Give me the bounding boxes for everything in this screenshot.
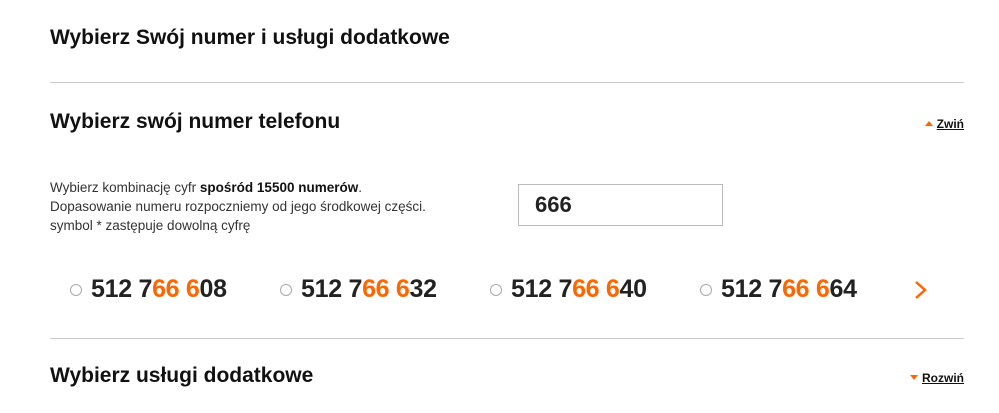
number-match: 66 6 [782, 275, 830, 303]
divider [50, 82, 964, 83]
phone-number: 512 766 664 [721, 275, 857, 304]
radio-button[interactable] [280, 283, 292, 296]
chevron-right-icon[interactable] [910, 279, 932, 301]
phone-search-description: Wybierz kombinację cyfr spośród 15500 nu… [50, 178, 426, 235]
phone-number-option[interactable]: 512 766 632 [280, 275, 437, 304]
radio-button[interactable] [700, 283, 712, 296]
desc-text: Wybierz kombinację cyfr [50, 180, 200, 195]
number-suffix: 08 [199, 275, 228, 303]
phone-number: 512 766 632 [301, 275, 437, 304]
phone-number: 512 766 608 [91, 275, 227, 304]
number-suffix: 64 [829, 275, 858, 303]
number-prefix: 512 7 [301, 275, 363, 303]
triangle-down-icon [910, 375, 918, 381]
radio-button[interactable] [490, 283, 502, 296]
divider [50, 338, 964, 339]
number-prefix: 512 7 [91, 275, 153, 303]
desc-line-2: Dopasowanie numeru rozpoczniemy od jego … [50, 199, 426, 214]
desc-line-3: symbol * zastępuje dowolną cyfrę [50, 218, 251, 233]
radio-button[interactable] [70, 283, 82, 296]
phone-number-option[interactable]: 512 766 608 [70, 275, 227, 304]
number-prefix: 512 7 [721, 275, 783, 303]
services-section-title: Wybierz usługi dodatkowe [50, 364, 314, 387]
collapse-label: Zwiń [936, 117, 964, 131]
number-match: 66 6 [362, 275, 410, 303]
number-suffix: 40 [619, 275, 648, 303]
expand-label: Rozwiń [922, 371, 964, 385]
collapse-button[interactable]: Zwiń [924, 117, 964, 131]
expand-button[interactable]: Rozwiń [910, 371, 964, 385]
phone-section-title: Wybierz swój numer telefonu [50, 110, 341, 133]
number-prefix: 512 7 [511, 275, 573, 303]
desc-text: . [358, 180, 362, 195]
phone-number: 512 766 640 [511, 275, 647, 304]
triangle-up-icon [924, 121, 933, 127]
number-suffix: 32 [409, 275, 438, 303]
number-match: 66 6 [152, 275, 200, 303]
phone-number-option[interactable]: 512 766 664 [700, 275, 857, 304]
desc-bold: spośród 15500 numerów [199, 180, 359, 195]
page-title: Wybierz Swój numer i usługi dodatkowe [50, 26, 450, 49]
phone-number-option[interactable]: 512 766 640 [490, 275, 647, 304]
number-match: 66 6 [572, 275, 620, 303]
number-search-input[interactable] [518, 184, 723, 226]
